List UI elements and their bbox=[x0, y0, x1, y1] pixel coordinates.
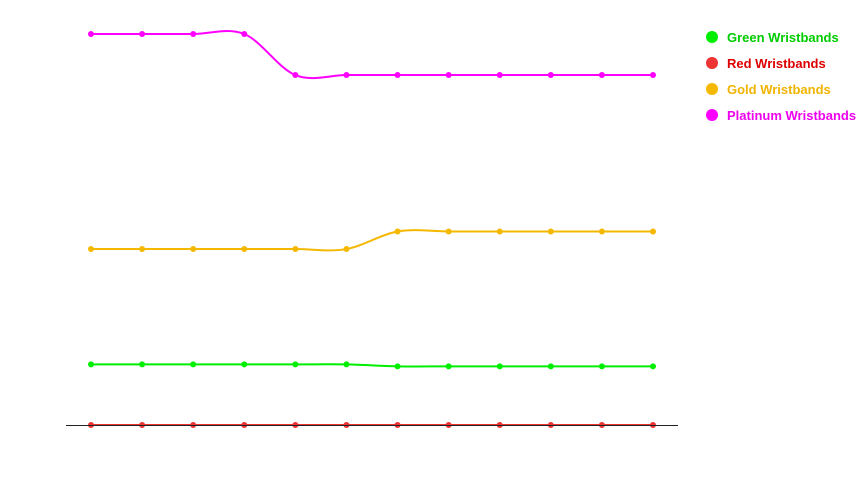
legend-item-platinum-wristbands[interactable]: Platinum Wristbands bbox=[706, 102, 858, 128]
data-point-platinum-10[interactable] bbox=[547, 72, 554, 79]
data-point-platinum-7[interactable] bbox=[394, 72, 401, 79]
data-point-gold-5[interactable] bbox=[292, 246, 299, 253]
data-point-gold-3[interactable] bbox=[190, 246, 197, 253]
data-point-green-5[interactable] bbox=[292, 361, 299, 368]
data-point-gold-6[interactable] bbox=[343, 246, 350, 253]
data-point-gold-1[interactable] bbox=[88, 246, 94, 253]
data-point-green-8[interactable] bbox=[445, 363, 452, 370]
data-point-green-11[interactable] bbox=[598, 363, 605, 370]
data-point-platinum-8[interactable] bbox=[445, 72, 452, 79]
data-point-green-6[interactable] bbox=[343, 361, 350, 368]
legend-item-red-wristbands[interactable]: Red Wristbands bbox=[706, 50, 858, 76]
series-line-gold bbox=[91, 229, 653, 252]
data-point-platinum-12[interactable] bbox=[650, 72, 656, 79]
series-gold bbox=[88, 228, 656, 253]
series-green bbox=[88, 361, 656, 370]
legend-label-green: Green Wristbands bbox=[727, 29, 839, 45]
legend-label-red: Red Wristbands bbox=[727, 55, 826, 71]
data-point-green-3[interactable] bbox=[190, 361, 197, 368]
legend-item-gold-wristbands[interactable]: Gold Wristbands bbox=[706, 76, 858, 102]
legend-item-green-wristbands[interactable]: Green Wristbands bbox=[706, 24, 858, 50]
legend-swatch-platinum bbox=[706, 109, 718, 121]
data-point-gold-9[interactable] bbox=[496, 228, 503, 235]
data-point-platinum-1[interactable] bbox=[88, 31, 94, 37]
data-point-green-12[interactable] bbox=[650, 363, 656, 370]
series-platinum bbox=[88, 29, 656, 80]
data-point-platinum-4[interactable] bbox=[241, 31, 248, 37]
data-point-green-9[interactable] bbox=[496, 363, 503, 370]
data-point-green-10[interactable] bbox=[547, 363, 554, 370]
legend-label-platinum: Platinum Wristbands bbox=[727, 107, 857, 123]
data-point-green-1[interactable] bbox=[88, 361, 94, 368]
series-layer bbox=[88, 29, 656, 428]
data-point-gold-4[interactable] bbox=[241, 246, 248, 253]
data-point-platinum-3[interactable] bbox=[190, 31, 197, 37]
data-point-gold-10[interactable] bbox=[547, 228, 554, 235]
legend-label-gold: Gold Wristbands bbox=[727, 81, 831, 97]
data-point-gold-2[interactable] bbox=[139, 246, 146, 253]
series-line-platinum bbox=[91, 29, 653, 80]
legend-swatch-gold bbox=[706, 83, 718, 95]
data-point-green-2[interactable] bbox=[139, 361, 146, 368]
data-point-gold-12[interactable] bbox=[650, 228, 656, 235]
data-point-green-7[interactable] bbox=[394, 363, 401, 370]
legend-swatch-green bbox=[706, 31, 718, 43]
data-point-gold-8[interactable] bbox=[445, 228, 452, 235]
legend: Green Wristbands Red Wristbands Gold Wri… bbox=[706, 24, 858, 128]
data-point-platinum-11[interactable] bbox=[598, 72, 605, 79]
series-line-green bbox=[91, 363, 653, 368]
data-point-gold-7[interactable] bbox=[394, 228, 401, 235]
data-point-platinum-5[interactable] bbox=[292, 72, 299, 79]
data-point-platinum-6[interactable] bbox=[343, 72, 350, 79]
legend-swatch-red bbox=[706, 57, 718, 69]
data-point-platinum-9[interactable] bbox=[496, 72, 503, 79]
data-point-green-4[interactable] bbox=[241, 361, 248, 368]
data-point-gold-11[interactable] bbox=[598, 228, 605, 235]
data-point-platinum-2[interactable] bbox=[139, 31, 146, 37]
